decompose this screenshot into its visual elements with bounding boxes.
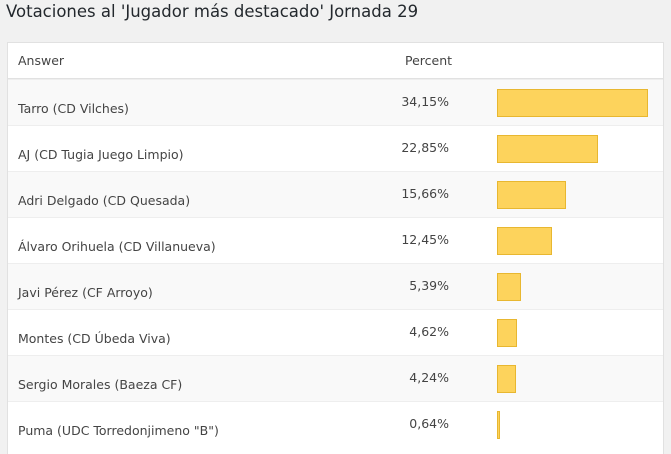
bar [497,273,521,301]
percent-label: 22,85% [401,140,449,155]
table-row: AJ (CD Tugia Juego Limpio) 22,85% [8,125,663,171]
answer-label: AJ (CD Tugia Juego Limpio) [18,147,184,162]
bar [497,365,516,393]
percent-label: 4,24% [409,370,449,385]
bar [497,227,553,255]
bar [497,411,500,439]
percent-label: 12,45% [401,232,449,247]
percent-label: 0,64% [409,416,449,431]
column-header: Answer [18,53,65,68]
table-row: Tarro (CD Vilches) 34,15% [8,79,663,125]
bar [497,89,648,117]
table-row: Sergio Morales (Baeza CF) 4,24% [8,355,663,401]
percent-label: 5,39% [409,278,449,293]
percent-label: 4,62% [409,324,449,339]
bar [497,135,598,163]
table-row: Adri Delgado (CD Quesada) 15,66% [8,171,663,217]
answer-label: Sergio Morales (Baeza CF) [18,377,183,392]
bar [497,181,567,209]
table-row: Javi Pérez (CF Arroyo) 5,39% [8,263,663,309]
table-row: Montes (CD Úbeda Viva) 4,62% [8,309,663,355]
answer-label: Javi Pérez (CF Arroyo) [18,285,153,300]
percent-label: 34,15% [401,94,449,109]
bar [497,319,518,347]
table-row: Álvaro Orihuela (CD Villanueva) 12,45% [8,217,663,263]
answer-label: Adri Delgado (CD Quesada) [18,193,191,208]
answer-label: Puma (UDC Torredonjimeno "B") [18,423,219,438]
answer-label: Montes (CD Úbeda Viva) [18,331,171,346]
column-header: Percent [405,53,453,68]
percent-label: 15,66% [401,186,449,201]
results-table: Answer Percent Tarro (CD Vilches) 34,15% A… [7,42,664,454]
table-header: Answer Percent [8,43,663,79]
answer-label: Tarro (CD Vilches) [18,101,129,116]
answer-label: Álvaro Orihuela (CD Villanueva) [18,239,216,254]
table-row: Puma (UDC Torredonjimeno "B") 0,64% [8,401,663,447]
title: Votaciones al 'Jugador más destacado' Jo… [6,2,419,21]
